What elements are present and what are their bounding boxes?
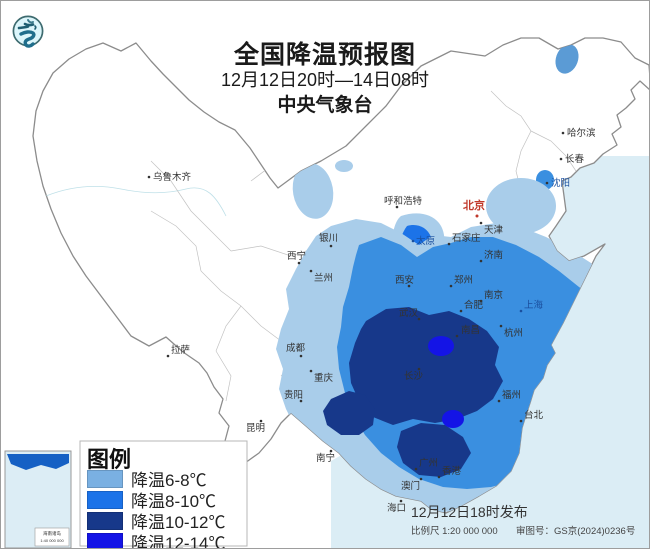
svg-text:昆明: 昆明 <box>246 423 265 434</box>
svg-text:沈阳: 沈阳 <box>551 177 570 189</box>
svg-text:呼和浩特: 呼和浩特 <box>384 195 423 207</box>
svg-text:银川: 银川 <box>319 232 338 244</box>
svg-text:乌鲁木齐: 乌鲁木齐 <box>153 171 192 183</box>
svg-text:长沙: 长沙 <box>404 370 424 382</box>
svg-text:杭州: 杭州 <box>504 327 523 339</box>
svg-text:重庆: 重庆 <box>314 372 334 384</box>
svg-text:西安: 西安 <box>395 274 414 286</box>
svg-text:太原: 太原 <box>416 235 435 247</box>
svg-text:西宁: 西宁 <box>287 250 306 262</box>
svg-text:济南: 济南 <box>484 249 503 261</box>
svg-text:广州: 广州 <box>419 457 438 469</box>
svg-text:台北: 台北 <box>524 409 544 421</box>
svg-text:兰州: 兰州 <box>314 272 333 284</box>
svg-text:武汉: 武汉 <box>399 307 419 319</box>
svg-text:贵阳: 贵阳 <box>284 389 303 401</box>
svg-text:海南诸岛: 海南诸岛 <box>43 530 61 537</box>
svg-text:海口: 海口 <box>387 502 406 514</box>
svg-text:哈尔滨: 哈尔滨 <box>567 127 596 139</box>
svg-text:拉萨: 拉萨 <box>171 344 191 356</box>
svg-text:石家庄: 石家庄 <box>452 232 481 244</box>
svg-text:成都: 成都 <box>286 342 306 354</box>
svg-text:福州: 福州 <box>502 389 521 401</box>
svg-text:天津: 天津 <box>484 225 504 236</box>
svg-text:审图号：GS京(2024)0236号: 审图号：GS京(2024)0236号 <box>516 525 635 537</box>
svg-text:南京: 南京 <box>484 289 503 301</box>
svg-text:香港: 香港 <box>442 465 462 477</box>
svg-text:澳门: 澳门 <box>401 480 420 492</box>
svg-text:上海: 上海 <box>524 299 544 311</box>
svg-text:1:40 000 000: 1:40 000 000 <box>40 538 64 543</box>
svg-text:12月12日18时发布: 12月12日18时发布 <box>411 504 528 520</box>
svg-text:长春: 长春 <box>565 153 585 165</box>
svg-text:郑州: 郑州 <box>454 274 473 286</box>
svg-text:北京: 北京 <box>463 198 485 212</box>
svg-text:比例尺 1:20 000 000: 比例尺 1:20 000 000 <box>411 525 498 537</box>
svg-text:南昌: 南昌 <box>461 324 480 336</box>
svg-text:南宁: 南宁 <box>316 452 335 464</box>
